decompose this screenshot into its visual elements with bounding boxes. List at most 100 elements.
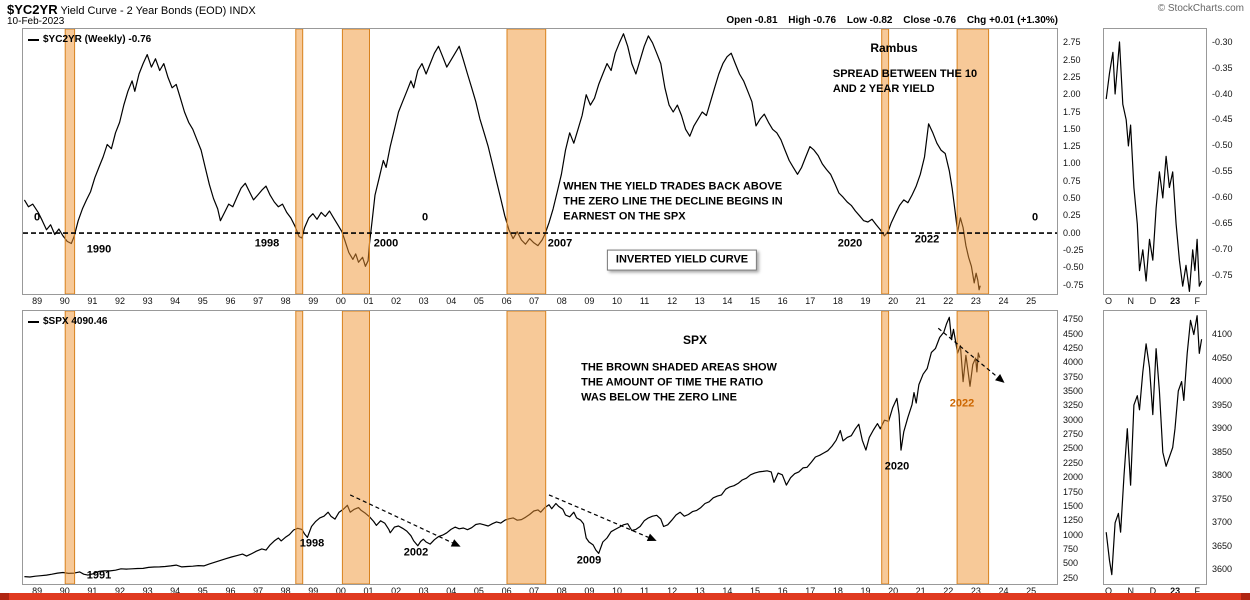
x-axis-tick: D [1149,296,1157,306]
open-label: Open [726,15,752,26]
x-axis-tick: 92 [114,296,126,306]
spx-chart: SPX THE BROWN SHADED AREAS SHOW THE AMOUN… [23,311,1057,584]
y-axis-tick: 2750 [1063,429,1084,440]
x-axis-tick: 05 [473,296,484,306]
y-axis-tick: -0.45 [1212,114,1233,125]
x-axis-tick: 09 [584,586,595,596]
x-axis-tick: 94 [170,296,181,306]
y-axis-tick: 1.00 [1063,158,1081,169]
yield-chart: Rambus SPREAD BETWEEN THE 10 AND 2 YEAR Y… [23,29,1057,294]
spx-y-axis: 4750 4500 4250 4000 3750 3500 3250 3000 2750 2500… [1060,310,1100,585]
legend-line-swatch [28,38,39,41]
x-axis-tick: 18 [832,296,843,306]
y-axis-tick: 3800 [1212,470,1233,481]
x-axis-tick: O [1104,296,1113,306]
close-label: Close [903,15,931,26]
spx-inset-x-axis: O N D 23 F [1103,586,1207,597]
x-axis-tick: 04 [446,296,457,306]
x-axis-tick: 16 [777,586,788,596]
year-label-1990: 1990 [86,243,112,256]
x-axis-tick: D [1149,586,1157,596]
high-value: -0.76 [813,15,837,26]
y-axis-tick: 500 [1063,558,1079,569]
x-axis-tick: 00 [335,296,346,306]
yield-curve-panel: $YC2YR (Weekly) -0.76 Rambus SPREAD BETWE… [22,28,1058,295]
symbol: $YC2YR [7,2,58,17]
y-axis-tick: 4100 [1212,329,1233,339]
y-axis-tick: 1.25 [1063,141,1081,152]
y-axis-tick: 1250 [1063,515,1084,526]
x-axis-tick: 20 [888,586,899,596]
yield-inset-x-axis: O N D 23 F [1103,296,1207,307]
spread-note: SPREAD BETWEEN THE 10 AND 2 YEAR YIELD [832,68,978,95]
x-axis-tick: O [1104,586,1113,596]
scroll-left-button[interactable] [0,593,9,600]
y-axis-tick: -0.40 [1212,88,1233,99]
year-label-1998: 1998 [254,237,280,250]
year-label-2020: 2020 [837,237,863,250]
zero-label-left: 0 [33,211,41,224]
x-axis-tick: N [1127,296,1134,306]
x-axis-tick: 97 [253,296,264,306]
x-axis-tick: 21 [915,586,926,596]
x-axis-tick: 24 [998,296,1009,306]
x-axis-tick: 99 [308,586,319,596]
scroll-right-button[interactable] [1241,593,1250,600]
spx-x-axis: 89 90 91 92 93 94 95 96 97 98 99 00 01 02 03 04 05 06 07 08… [22,586,1058,597]
y-axis-tick: 2.00 [1063,89,1081,100]
x-axis-tick: 02 [391,586,402,596]
y-axis-tick: -0.50 [1063,262,1084,273]
x-axis-tick: 06 [501,586,512,596]
year-label-2000: 2000 [373,237,399,250]
x-axis-tick: 13 [694,296,705,306]
x-axis-tick: 99 [308,296,319,306]
yield-legend-text: $YC2YR (Weekly) -0.76 [43,34,152,45]
y-axis-tick: 1500 [1063,500,1084,511]
x-axis-tick: 19 [860,296,871,306]
y-axis-tick: -0.65 [1212,218,1233,229]
y-axis-tick: 250 [1063,572,1079,583]
x-axis-tick: 23 [970,296,981,306]
y-axis-tick: 1.75 [1063,106,1081,117]
x-axis-tick: 07 [529,586,540,596]
rambus-label: Rambus [870,40,918,55]
year-label-2009-spx: 2009 [576,554,602,567]
close-value: -0.76 [933,15,957,26]
y-axis-tick: 4750 [1063,314,1084,325]
y-axis-tick: 2.25 [1063,71,1081,82]
y-axis-tick: -0.75 [1212,270,1233,281]
decline-note: WHEN THE YIELD TRADES BACK ABOVE THE ZER… [563,180,783,223]
x-axis-tick: 08 [556,296,567,306]
x-axis-tick: 91 [87,586,98,596]
chart-title: $YC2YR Yield Curve - 2 Year Bonds (EOD) … [7,2,256,17]
yield-y-axis: 2.75 2.50 2.25 2.00 1.75 1.50 1.25 1.00 0.75 0.50… [1060,28,1100,295]
x-axis-tick: 23 [970,586,981,596]
x-axis-tick: 00 [335,586,346,596]
x-axis-tick: 15 [749,296,761,306]
y-axis-tick: 4000 [1212,376,1233,387]
x-axis-tick: 13 [694,586,705,596]
open-value: -0.81 [754,15,778,26]
x-axis-tick: 96 [225,586,236,596]
y-axis-tick: 2500 [1063,443,1084,454]
legend-line-swatch [28,320,39,323]
spx-inset-panel [1103,310,1207,585]
y-axis-tick: 750 [1063,544,1079,554]
scrollbar[interactable] [0,593,1250,600]
y-axis-tick: 0.50 [1063,193,1081,203]
x-axis-tick: 23 [1170,296,1181,306]
x-axis-tick: 10 [611,586,623,596]
x-axis-tick: 01 [363,586,374,596]
y-axis-tick: 3850 [1212,446,1233,457]
year-label-1998-spx: 1998 [299,537,325,550]
x-axis-tick: 21 [915,296,926,306]
chg-label: Chg [966,15,987,26]
x-axis-tick: 03 [418,586,429,596]
y-axis-tick: -0.55 [1212,166,1233,177]
x-axis-tick: 97 [253,586,264,596]
zero-label-mid: 0 [421,211,429,224]
x-axis-tick: 04 [446,586,457,596]
spx-label: SPX [682,332,708,347]
x-axis-tick: 22 [943,296,954,306]
